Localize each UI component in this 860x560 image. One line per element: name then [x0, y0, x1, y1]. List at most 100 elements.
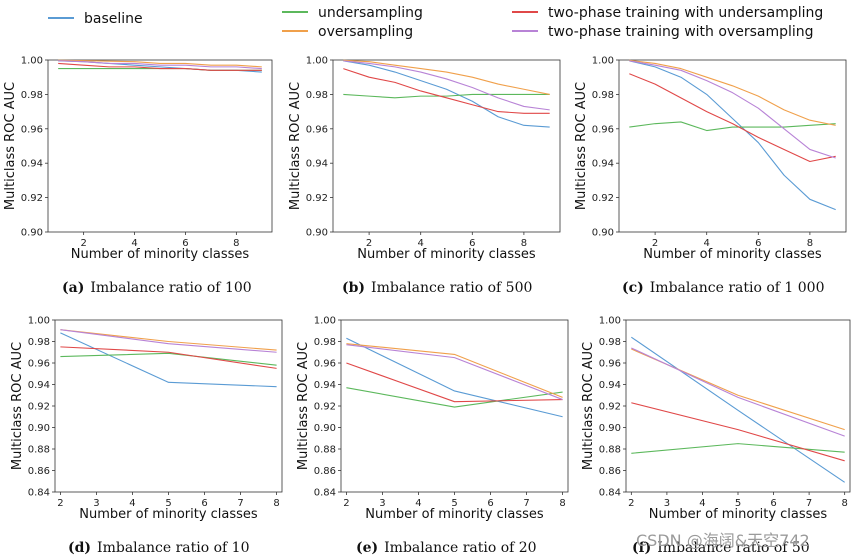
y-tick-label: 1.00 — [28, 316, 50, 327]
series-line-undersampling — [631, 443, 845, 454]
y-tick-label: 0.86 — [599, 466, 621, 477]
series-line-undersampling — [629, 121, 836, 132]
y-tick-label: 0.88 — [314, 445, 336, 456]
series-line-two_over — [346, 344, 563, 401]
caption-tag: (b) — [342, 280, 365, 296]
x-tick-label: 2 — [343, 498, 349, 509]
y-axis-label: Multiclass ROC AUC — [574, 82, 589, 210]
y-tick-label: 0.94 — [21, 159, 43, 170]
panel-caption-a: (a) Imbalance ratio of 100 — [62, 280, 252, 296]
series-line-two_over — [343, 60, 550, 111]
x-tick-label: 5 — [451, 498, 457, 509]
legend-label-undersampling: undersampling — [318, 5, 423, 21]
caption-tag: (f) — [632, 540, 651, 556]
legend-label-baseline: baseline — [84, 11, 143, 27]
y-tick-label: 0.92 — [306, 193, 328, 204]
caption-tag: (d) — [68, 540, 91, 556]
series-line-baseline — [60, 332, 277, 388]
x-tick-label: 5 — [735, 498, 741, 509]
x-axis-label: Number of minority classes — [79, 507, 258, 522]
y-tick-label: 0.84 — [599, 488, 621, 499]
x-tick-label: 8 — [807, 238, 813, 249]
y-tick-label: 0.86 — [28, 466, 50, 477]
caption-text: Imbalance ratio of 10 — [97, 540, 249, 556]
x-axis-label: Number of minority classes — [357, 247, 536, 262]
panel-caption-e: (e) Imbalance ratio of 20 — [356, 540, 537, 556]
series-line-oversampling — [343, 59, 550, 95]
caption-tag: (a) — [62, 280, 84, 296]
x-tick-label: 8 — [559, 498, 565, 509]
plot-area-f — [625, 319, 851, 493]
legend: baseline undersampling oversampling two-pha… — [48, 5, 823, 40]
legend-label-two_over: two-phase training with oversampling — [548, 24, 814, 40]
x-tick-label: 4 — [704, 238, 710, 249]
chart-panel-f: 0.84 0.86 0.88 0.90 0.92 0.94 0.96 0.98 1.00 2 3 4 5… — [581, 316, 851, 556]
y-tick-label: 0.90 — [28, 423, 50, 434]
x-tick-label: 3 — [379, 498, 385, 509]
x-tick-label: 6 — [201, 498, 207, 509]
x-tick-label: 8 — [841, 498, 847, 509]
y-tick-label: 0.96 — [599, 359, 621, 370]
y-tick-label: 0.96 — [306, 124, 328, 135]
plot-area-a — [47, 59, 273, 233]
x-tick-label: 4 — [131, 238, 137, 249]
y-tick-label: 0.92 — [28, 402, 50, 413]
y-tick-label: 0.98 — [306, 90, 328, 101]
y-axis-label: Multiclass ROC AUC — [10, 342, 25, 470]
caption-text: Imbalance ratio of 500 — [371, 280, 532, 296]
series-line-baseline — [631, 336, 845, 483]
series-line-two_under — [629, 73, 836, 163]
y-tick-label: 0.90 — [314, 423, 336, 434]
caption-text: Imbalance ratio of 20 — [384, 540, 536, 556]
x-tick-label: 3 — [93, 498, 99, 509]
x-tick-label: 8 — [273, 498, 279, 509]
x-tick-label: 4 — [699, 498, 705, 509]
x-axis-label: Number of minority classes — [365, 507, 544, 522]
x-tick-label: 4 — [415, 498, 421, 509]
x-tick-label: 6 — [770, 498, 776, 509]
panel-caption-d: (d) Imbalance ratio of 10 — [68, 540, 249, 556]
caption-text: Imbalance ratio of 50 — [657, 540, 809, 556]
plot-area-e — [340, 319, 569, 493]
caption-tag: (e) — [356, 540, 378, 556]
x-tick-label: 2 — [366, 238, 372, 249]
y-tick-label: 0.94 — [599, 380, 621, 391]
y-tick-label: 0.90 — [306, 228, 328, 239]
x-tick-label: 2 — [652, 238, 658, 249]
panel-caption-f: (f) Imbalance ratio of 50 — [632, 540, 810, 556]
y-axis-label: Multiclass ROC AUC — [288, 82, 303, 210]
y-tick-label: 0.94 — [306, 159, 328, 170]
y-tick-label: 1.00 — [314, 316, 336, 327]
legend-label-oversampling: oversampling — [318, 24, 413, 40]
legend-label-two_under: two-phase training with undersampling — [548, 5, 823, 21]
y-tick-label: 0.88 — [28, 445, 50, 456]
legend-entry-oversampling: oversampling — [282, 24, 413, 40]
series-line-oversampling — [60, 329, 277, 351]
y-tick-label: 0.90 — [21, 228, 43, 239]
series-line-two_under — [60, 346, 277, 369]
y-tick-label: 0.98 — [599, 337, 621, 348]
x-tick-label: 5 — [165, 498, 171, 509]
y-tick-label: 0.92 — [314, 402, 336, 413]
series-line-undersampling — [60, 352, 277, 366]
y-tick-label: 0.90 — [592, 228, 614, 239]
series-line-baseline — [343, 60, 550, 128]
y-tick-label: 0.94 — [314, 380, 336, 391]
y-tick-label: 0.96 — [592, 124, 614, 135]
y-tick-label: 0.98 — [21, 90, 43, 101]
series-line-oversampling — [346, 343, 563, 398]
plot-area-b — [332, 59, 561, 233]
y-tick-label: 0.94 — [592, 159, 614, 170]
series-line-two_over — [58, 60, 262, 70]
y-tick-label: 0.88 — [599, 445, 621, 456]
y-tick-label: 1.00 — [21, 56, 43, 67]
legend-entry-baseline: baseline — [48, 11, 143, 27]
legend-entry-undersampling: undersampling — [282, 5, 423, 21]
series-line-oversampling — [629, 59, 836, 126]
x-axis-label: Number of minority classes — [649, 507, 828, 522]
chart-panel-d: 0.84 0.86 0.88 0.90 0.92 0.94 0.96 0.98 1.00 2 3 4 5… — [10, 316, 283, 556]
